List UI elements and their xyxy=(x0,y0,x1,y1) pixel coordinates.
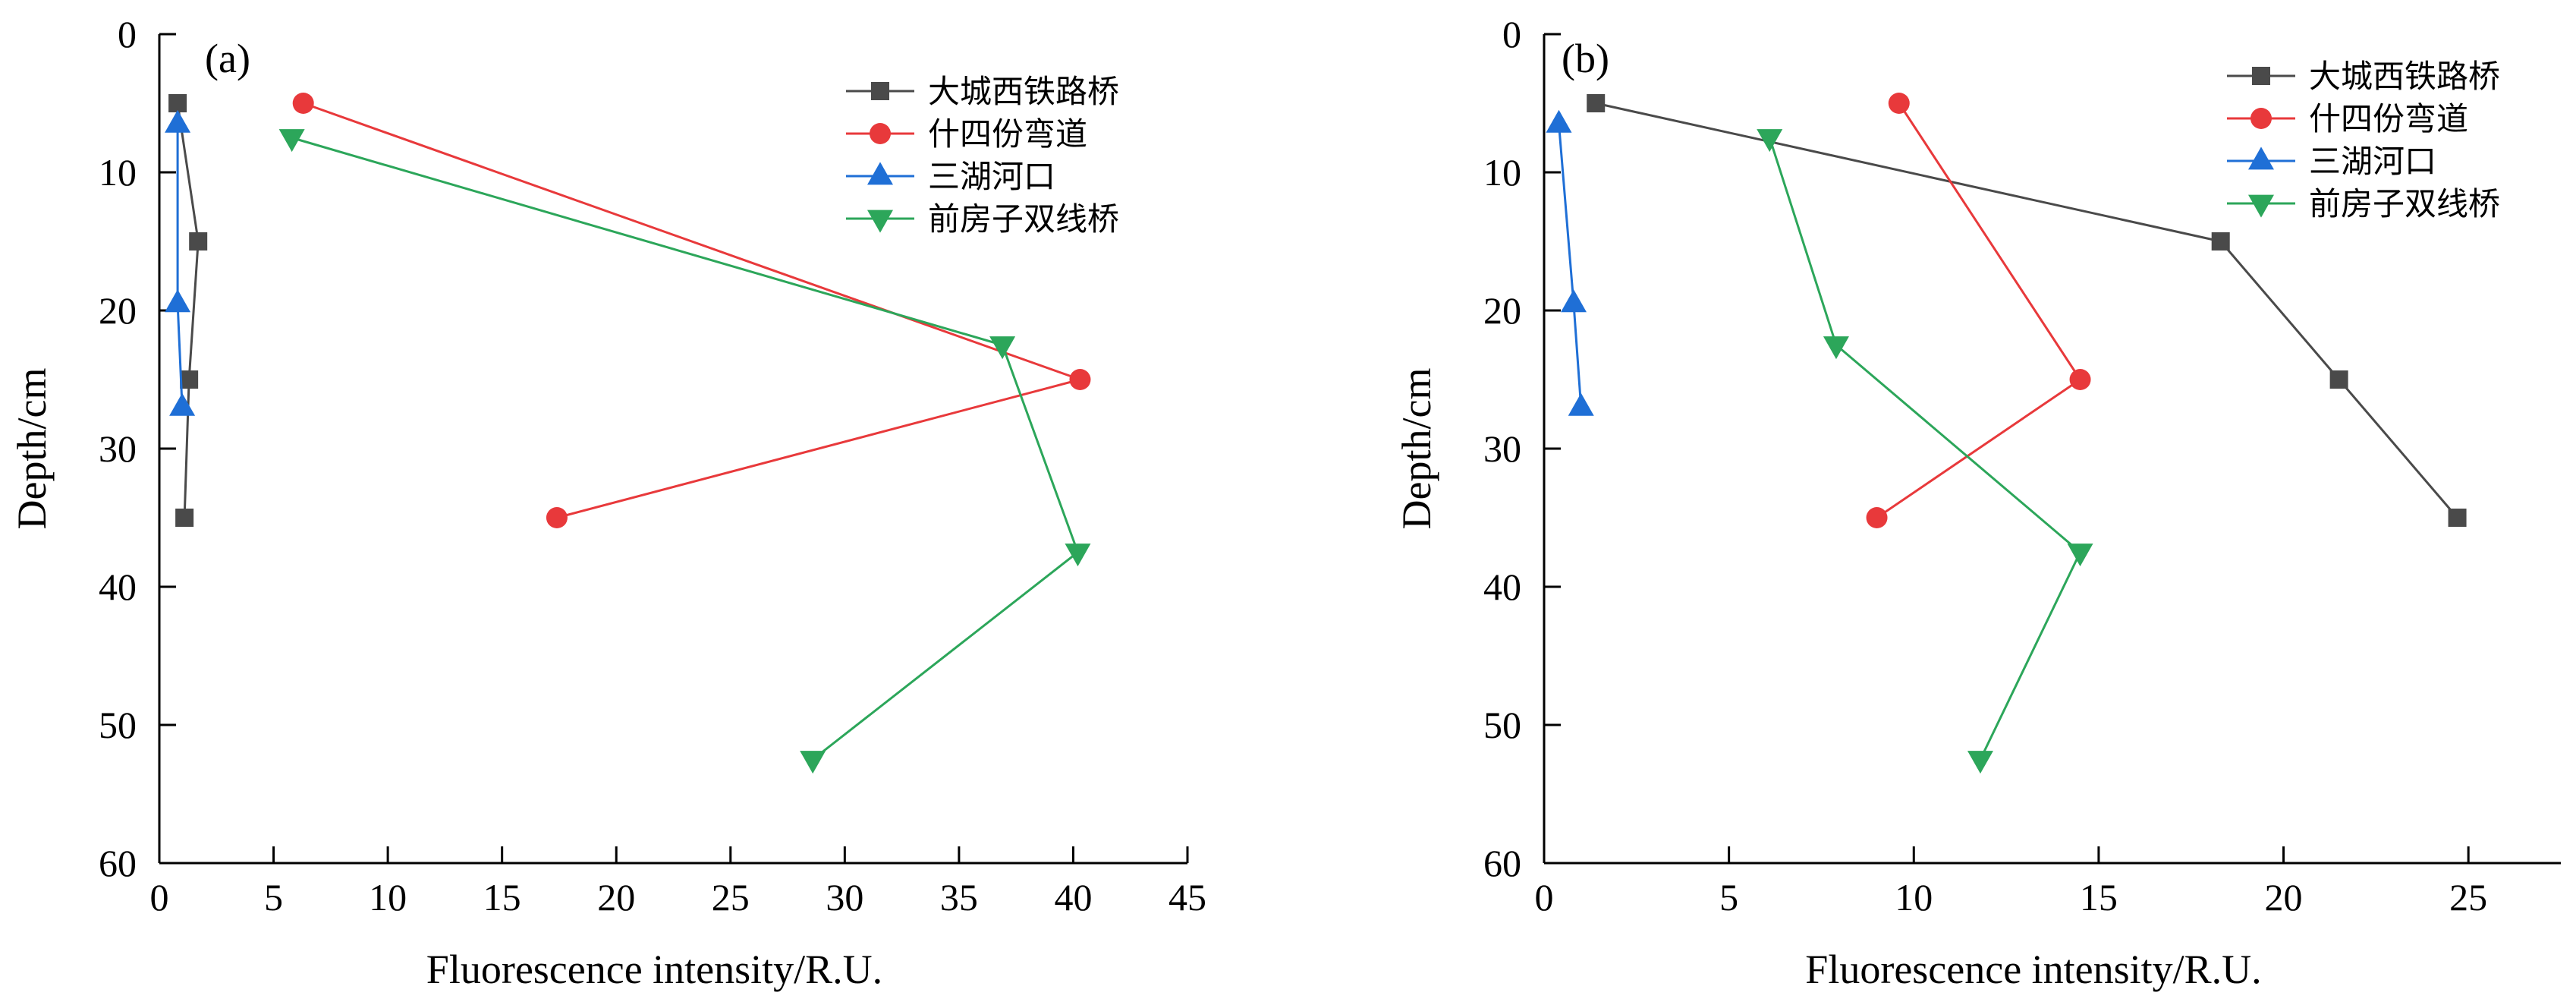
y-axis-title-a: Depth/cm xyxy=(9,368,55,530)
data-point-a-0-3 xyxy=(175,509,194,527)
y-tick-label-a: 40 xyxy=(99,566,137,608)
y-tick-label-b: 50 xyxy=(1483,704,1521,746)
x-tick-label-a: 15 xyxy=(483,876,521,918)
legend-marker-b-3 xyxy=(2248,194,2274,218)
data-point-a-0-1 xyxy=(189,232,208,250)
legend-label-b-1: 什四份弯道 xyxy=(2309,100,2468,137)
y-axis-title-b: Depth/cm xyxy=(1394,368,1439,530)
series-line-a-0 xyxy=(176,102,200,518)
data-point-a-0-2 xyxy=(180,370,199,389)
data-point-a-3-3 xyxy=(800,751,826,774)
x-tick-label-a: 40 xyxy=(1054,876,1092,918)
data-point-b-2-0 xyxy=(1546,109,1572,133)
data-point-a-3-1 xyxy=(989,336,1016,360)
data-point-a-3-2 xyxy=(1065,544,1091,567)
x-tick-label-a: 10 xyxy=(369,876,407,918)
data-point-b-2-2 xyxy=(1568,392,1594,416)
legend-marker-a-2 xyxy=(867,162,893,185)
legend-marker-b-2 xyxy=(2248,147,2274,170)
panel-label-b: (b) xyxy=(1562,36,1609,81)
x-axis-title-a: Fluorescence intensity/R.U. xyxy=(426,947,882,992)
y-tick-label-a: 50 xyxy=(99,704,137,746)
x-tick-label-a: 0 xyxy=(150,876,169,918)
panel-label-a: (a) xyxy=(205,36,250,81)
data-point-b-1-1 xyxy=(2069,369,2091,390)
data-point-a-1-0 xyxy=(292,93,314,114)
y-tick-label-a: 0 xyxy=(118,13,137,55)
x-tick-label-b: 5 xyxy=(1719,876,1738,918)
y-tick-label-b: 60 xyxy=(1483,842,1521,884)
y-tick-label-b: 10 xyxy=(1483,151,1521,194)
legend-label-a-0: 大城西铁路桥 xyxy=(928,73,1119,110)
data-point-b-1-0 xyxy=(1888,93,1910,114)
legend-marker-a-3 xyxy=(867,210,893,233)
data-point-a-0-0 xyxy=(168,94,187,112)
data-point-b-0-2 xyxy=(2329,370,2348,389)
series-line-b-2 xyxy=(1557,124,1583,408)
legend-label-a-1: 什四份弯道 xyxy=(928,115,1087,153)
x-tick-label-b: 0 xyxy=(1535,876,1554,918)
data-point-b-0-0 xyxy=(1587,94,1606,112)
data-point-b-3-1 xyxy=(1823,336,1849,360)
chart-panel-a: 0 10 20 30 40 50 60 0 5 10 15 20 25 30 35 40 45 Fluoresce… xyxy=(9,13,1206,992)
legend-label-b-3: 前房子双线桥 xyxy=(2309,185,2500,222)
data-point-b-0-3 xyxy=(2448,509,2467,527)
legend-label-b-0: 大城西铁路桥 xyxy=(2309,58,2500,95)
series-line-b-0 xyxy=(1595,102,2458,518)
data-point-b-3-3 xyxy=(1967,751,1993,774)
data-point-a-2-1 xyxy=(165,289,191,313)
data-point-b-1-2 xyxy=(1866,507,1888,528)
legend-marker-b-1 xyxy=(2250,108,2272,129)
series-line-a-2 xyxy=(176,124,184,408)
y-tick-label-b: 0 xyxy=(1502,13,1521,55)
legend-marker-a-1 xyxy=(870,123,891,144)
data-point-a-1-1 xyxy=(1069,369,1091,390)
x-tick-label-b: 25 xyxy=(2449,876,2487,918)
x-axis-title-b: Fluorescence intensity/R.U. xyxy=(1805,947,2261,992)
series-line-b-3 xyxy=(1768,137,2082,761)
x-tick-label-b: 10 xyxy=(1895,876,1933,918)
data-point-b-3-2 xyxy=(2067,544,2093,567)
y-tick-label-b: 20 xyxy=(1483,289,1521,332)
x-tick-label-a: 45 xyxy=(1168,876,1206,918)
y-tick-label-b: 30 xyxy=(1483,427,1521,470)
legend-label-a-3: 前房子双线桥 xyxy=(928,200,1119,238)
data-point-b-0-1 xyxy=(2211,232,2230,250)
data-point-a-1-2 xyxy=(546,507,568,528)
x-tick-label-a: 30 xyxy=(826,876,863,918)
chart-panel-b: 0 10 20 30 40 50 60 0 5 10 15 20 25 Fluorescence inte… xyxy=(1394,13,2561,992)
y-tick-label-a: 30 xyxy=(99,427,137,470)
x-tick-label-a: 5 xyxy=(264,876,283,918)
x-tick-label-a: 35 xyxy=(940,876,978,918)
data-point-a-2-0 xyxy=(165,109,191,133)
y-tick-label-a: 20 xyxy=(99,289,137,332)
y-tick-label-a: 60 xyxy=(99,842,137,884)
series-line-a-3 xyxy=(291,137,1080,761)
legend-marker-b-0 xyxy=(2252,67,2270,85)
y-tick-label-b: 40 xyxy=(1483,566,1521,608)
legend-label-b-2: 三湖河口 xyxy=(2309,143,2436,180)
data-point-b-3-0 xyxy=(1757,129,1783,153)
legend-marker-a-0 xyxy=(871,82,889,100)
x-tick-label-b: 20 xyxy=(2265,876,2303,918)
legend-label-a-2: 三湖河口 xyxy=(928,158,1055,195)
x-tick-label-b: 15 xyxy=(2080,876,2118,918)
x-tick-label-a: 25 xyxy=(712,876,750,918)
data-point-a-2-2 xyxy=(169,392,196,416)
y-tick-label-a: 10 xyxy=(99,151,137,194)
x-tick-label-a: 20 xyxy=(597,876,635,918)
data-point-a-3-0 xyxy=(278,129,305,153)
series-line-b-1 xyxy=(1876,102,2082,519)
data-point-b-2-1 xyxy=(1560,289,1587,313)
